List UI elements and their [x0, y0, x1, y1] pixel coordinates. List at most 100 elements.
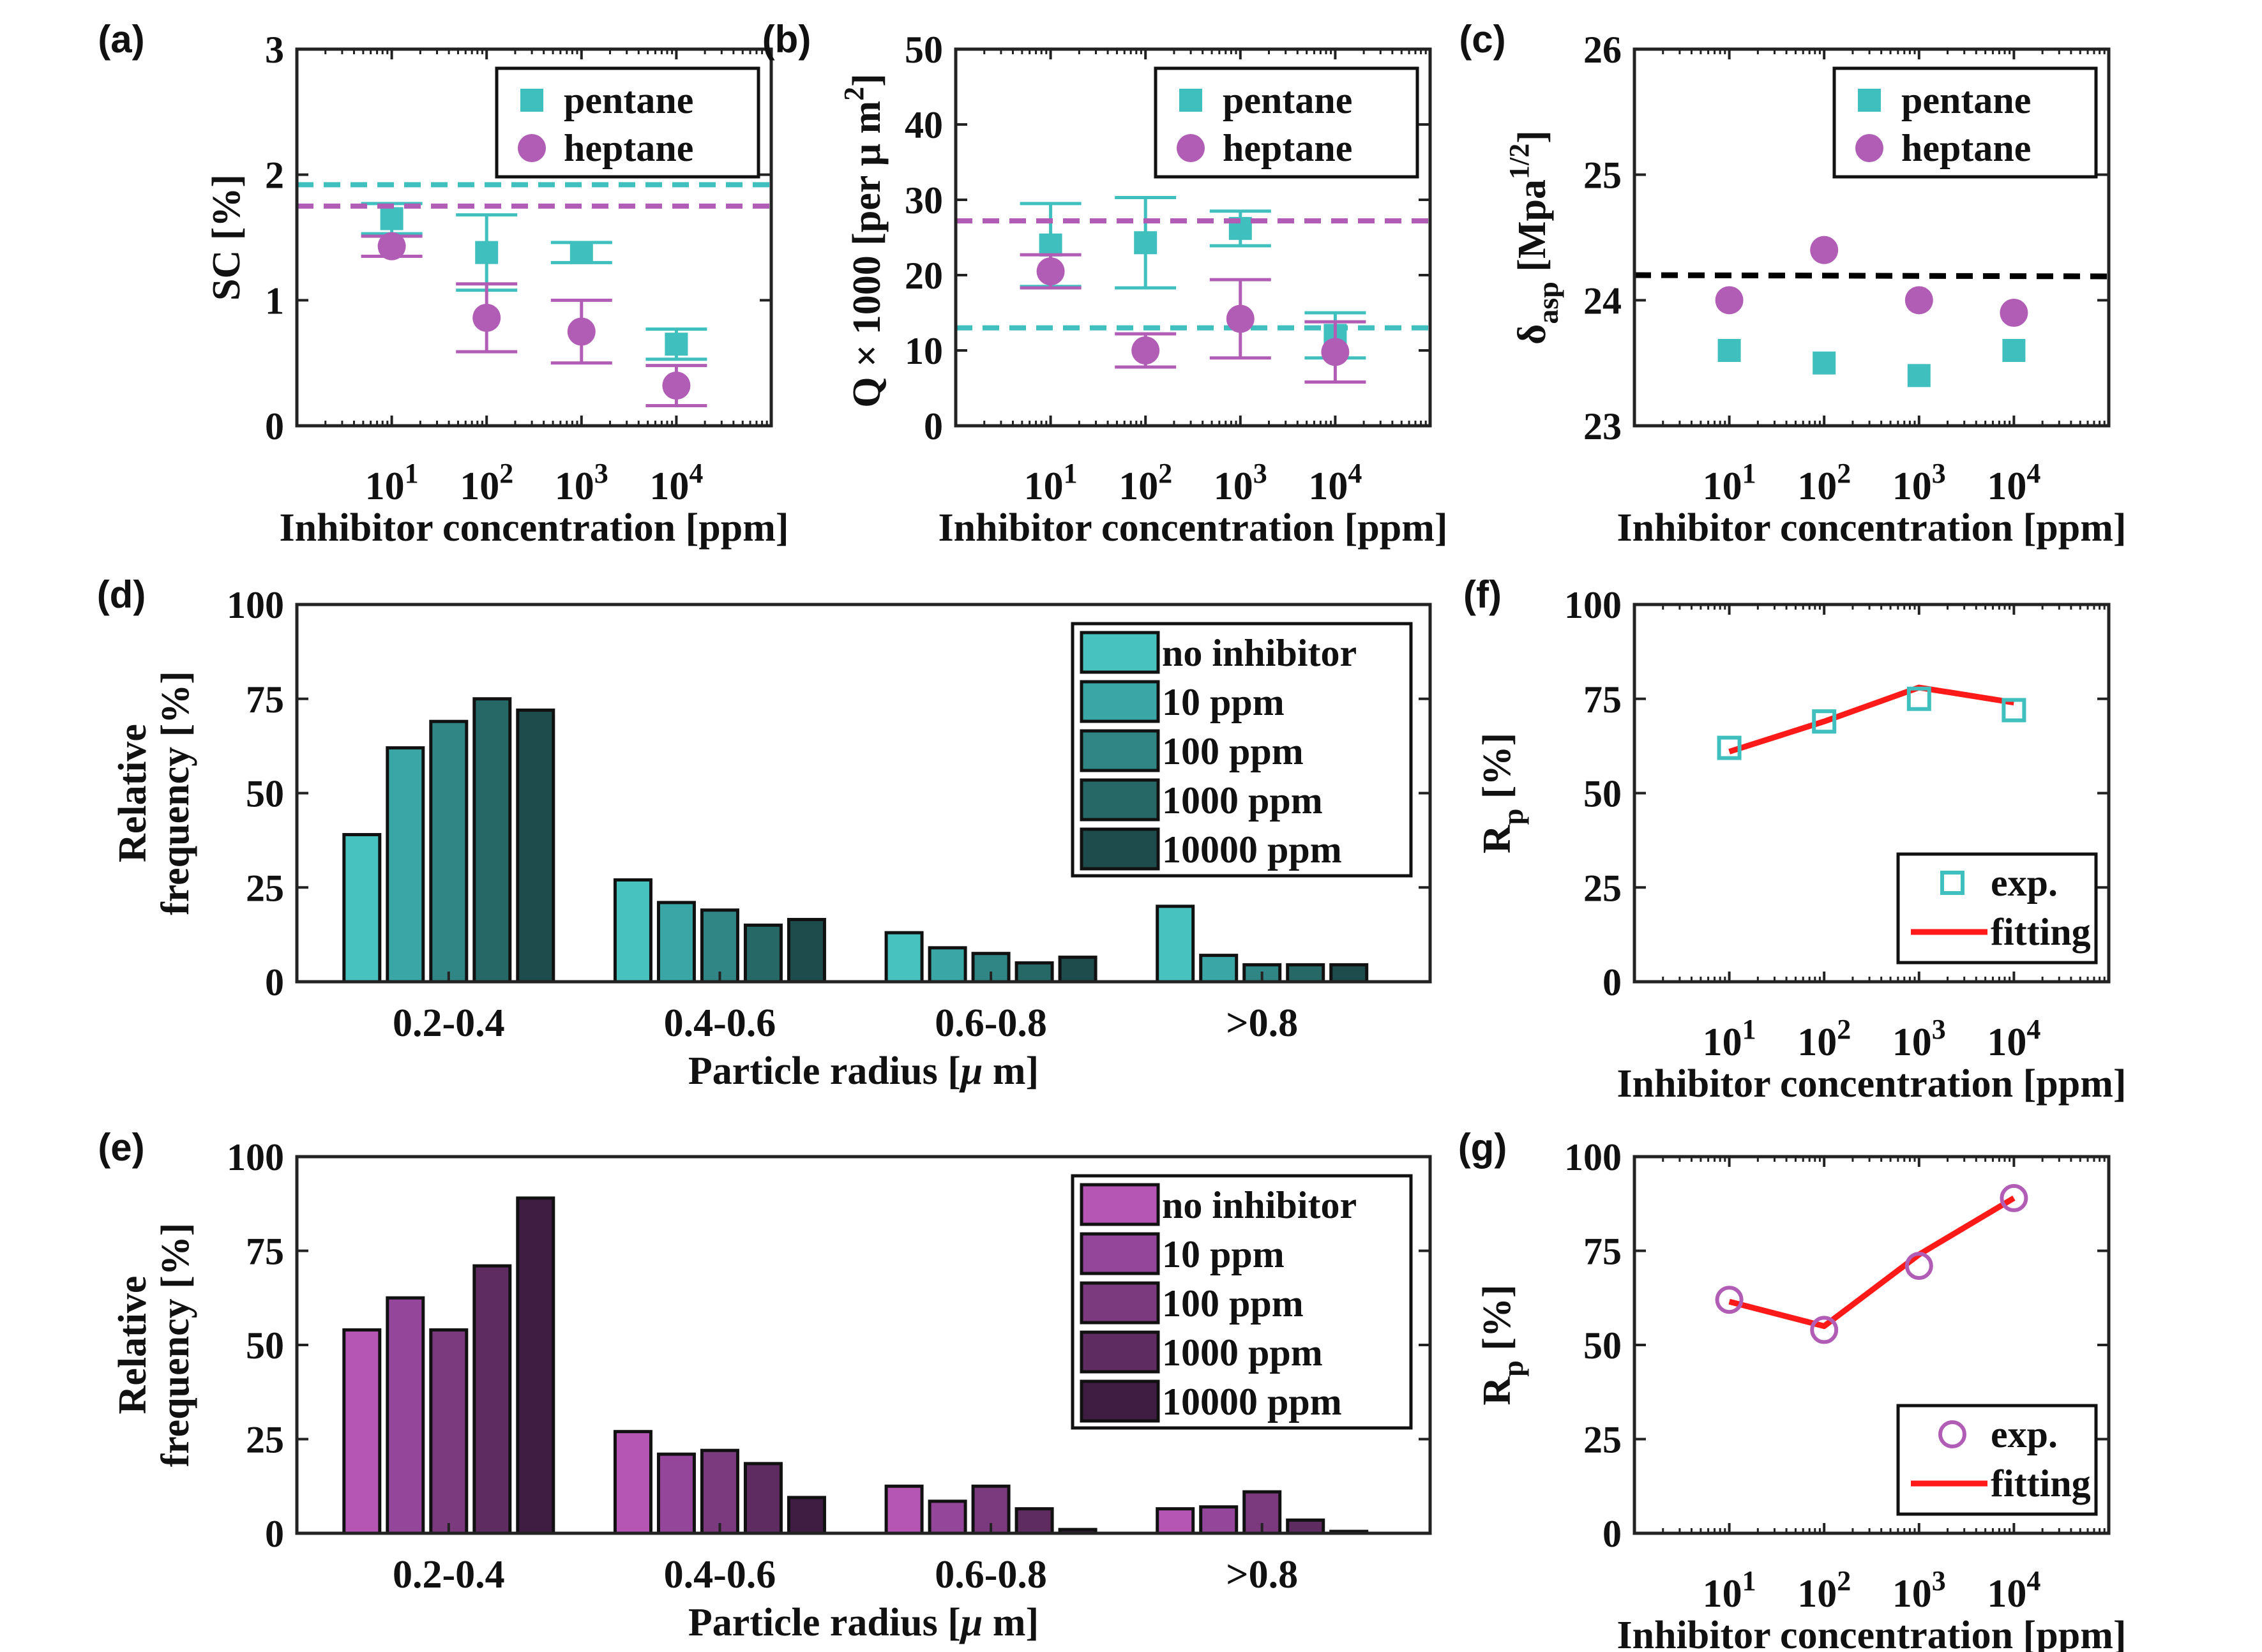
y-tick-label: 25 [246, 1419, 284, 1461]
heptane-point [1810, 236, 1839, 264]
bar-no-inhibitor [613, 878, 652, 984]
label-part: 10 [1892, 1021, 1932, 1064]
pentane-point [1907, 364, 1931, 387]
y-tick-label: 75 [246, 679, 284, 721]
exp-point [1906, 686, 1931, 711]
legend-pentane-marker [1858, 89, 1881, 112]
label-part: 10 [460, 465, 499, 508]
bar-100-ppm [429, 719, 469, 984]
label-part: 1/2 [1504, 144, 1535, 179]
bar-10-ppm [1199, 954, 1239, 984]
pentane-point [569, 241, 593, 264]
label-part: Particle radius [ [688, 1601, 961, 1644]
pentane-point [1813, 351, 1836, 375]
legend-label: no inhibitor [1162, 632, 1357, 674]
label-part: R [1475, 824, 1519, 853]
bar-1000-ppm [1014, 961, 1054, 984]
exp-point [2002, 698, 2026, 723]
y-tick-label: 0 [265, 961, 284, 1003]
label-part: μ [959, 1601, 983, 1644]
y-tick-label: 24 [1583, 280, 1622, 322]
category-label: 0.6-0.8 [935, 1002, 1047, 1045]
legend-box [1896, 1404, 2098, 1516]
axes-frame [295, 47, 773, 428]
bar-1000-ppm [472, 697, 512, 984]
y-tick-label: 100 [227, 584, 284, 626]
x-axis-label: Particle radius [μ m] [688, 1049, 1039, 1093]
label-part: R [1475, 1376, 1519, 1406]
heptane-point [1321, 338, 1350, 366]
bar-10000-ppm [516, 1196, 555, 1535]
y-tick-label: 0 [1602, 1513, 1622, 1555]
bar-1000-ppm [1014, 1507, 1054, 1535]
category-label: 0.4-0.6 [664, 1553, 776, 1596]
y-tick-label: 1 [265, 280, 284, 322]
x-tick-label: 101 [1024, 458, 1078, 508]
y-tick-label: 100 [1564, 584, 1622, 626]
y-tick-label: 23 [1583, 405, 1622, 447]
label-part: 2 [1158, 458, 1172, 489]
heptane-point [1904, 286, 1933, 315]
legend-pentane-label: pentane [1223, 79, 1352, 121]
x-tick-label: 101 [365, 458, 419, 508]
label-part: Particle radius [ [688, 1049, 961, 1093]
y-tick-label: 75 [1583, 679, 1622, 721]
pentane-point [1134, 231, 1157, 255]
label-part: 3 [1253, 458, 1267, 489]
heptane-point [1715, 286, 1744, 315]
y-axis-label: δasp [Mpa1/2] [1504, 130, 1564, 345]
bar-no-inhibitor [613, 1430, 652, 1535]
label-part: p [1497, 1360, 1529, 1377]
legend-label: 10000 ppm [1162, 1381, 1342, 1423]
label-part: 10 [1892, 465, 1932, 508]
label-part: ] [845, 73, 889, 87]
legend-swatch [1080, 1330, 1160, 1374]
label-part: 1 [405, 458, 419, 489]
y-axis-label: Q × 1000 [per μ m2] [838, 73, 889, 408]
x-tick-label: 103 [1892, 1565, 1946, 1616]
exp-point [1812, 709, 1837, 734]
label-part: 2 [1837, 458, 1851, 489]
bar-10000-ppm [1058, 956, 1097, 984]
pentane-point [1717, 339, 1741, 362]
label-part: 10 [1703, 1021, 1742, 1064]
y-tick-label: 100 [1564, 1136, 1622, 1178]
label-part: [%] [1475, 733, 1519, 809]
legend-swatch [1080, 1281, 1160, 1325]
category-label: 0.6-0.8 [935, 1553, 1047, 1596]
bar-10000-ppm [787, 917, 826, 984]
legend-pentane-label: pentane [1901, 79, 2031, 121]
y-tick-label: 0 [924, 405, 943, 447]
pentane-point [475, 241, 499, 264]
heptane-point [1131, 336, 1160, 364]
label-part: 10 [1703, 465, 1742, 508]
legend-heptane-label: heptane [1223, 127, 1352, 169]
y-tick-label: 3 [265, 29, 284, 71]
legend-label: 10000 ppm [1162, 829, 1342, 871]
y-tick-label: 50 [905, 29, 943, 71]
label-part: 3 [1932, 458, 1946, 489]
bar-1000-ppm [743, 923, 783, 984]
label-part: 10 [555, 465, 594, 508]
x-tick-label: 102 [1119, 458, 1172, 508]
panel-label: (g) [1458, 1126, 1507, 1169]
label-part: 4 [689, 458, 703, 489]
legend-label: 10 ppm [1162, 681, 1285, 723]
category-label: 0.2-0.4 [393, 1553, 505, 1596]
x-tick-label: 104 [1987, 458, 2040, 508]
bar-1000-ppm [1286, 963, 1325, 984]
y-tick-label: 50 [246, 773, 284, 815]
bar-10000-ppm [516, 708, 555, 984]
label-part: 3 [1932, 1014, 1946, 1045]
y-tick-label: 25 [1583, 154, 1622, 197]
legend-heptane-marker [1855, 134, 1883, 162]
y-tick-label: 0 [1602, 961, 1622, 1003]
label-part: p [1497, 809, 1529, 825]
y-tick-label: 20 [905, 255, 943, 297]
panel-label: (e) [98, 1126, 144, 1169]
bar-100-ppm [700, 1448, 739, 1535]
y-axis-label: Rp [%] [1475, 733, 1529, 853]
label-part: 1 [1742, 458, 1756, 489]
